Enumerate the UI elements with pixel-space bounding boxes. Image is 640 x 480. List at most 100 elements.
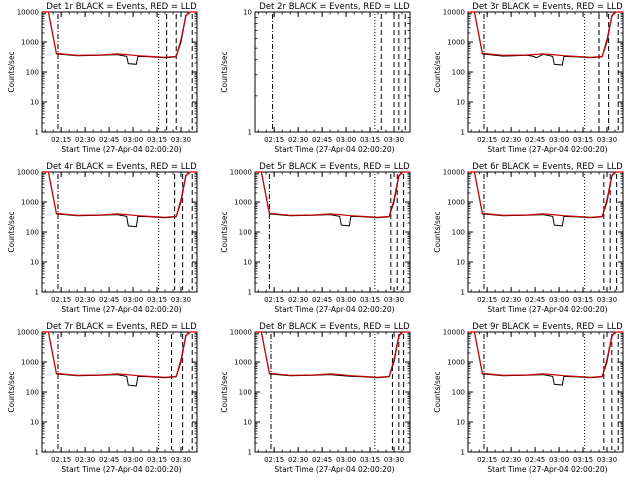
x-tick-label: 03:30: [171, 456, 191, 464]
x-axis-label: Start Time (27-Apr-04 02:00:20): [487, 305, 607, 314]
x-axis-label: Start Time (27-Apr-04 02:00:20): [274, 465, 394, 474]
x-axis-label: Start Time (27-Apr-04 02:00:20): [61, 145, 181, 154]
x-tick-label: 03:15: [573, 456, 593, 464]
y-tick-label: 10: [456, 419, 465, 427]
x-tick-label: 03:00: [123, 136, 143, 144]
y-tick-label: 100: [26, 69, 39, 77]
y-tick-label: 100: [452, 389, 465, 397]
x-tick-label: 03:00: [549, 136, 569, 144]
x-axis-label: Start Time (27-Apr-04 02:00:20): [487, 145, 607, 154]
y-tick-label: 10000: [17, 329, 39, 337]
y-tick-label: 100: [239, 229, 252, 237]
y-tick-label: 1000: [447, 359, 465, 367]
x-tick-label: 02:15: [477, 456, 497, 464]
x-tick-label: 02:15: [477, 136, 497, 144]
panel-det-2: Det 2r BLACK = Events, RED = LLD 1 10 02:15…: [220, 2, 411, 154]
x-tick-label: 03:30: [384, 456, 404, 464]
lld-series-line: [468, 331, 623, 378]
x-tick-label: 03:30: [171, 296, 191, 304]
x-axis-label: Start Time (27-Apr-04 02:00:20): [274, 305, 394, 314]
y-tick-label: 10000: [17, 9, 39, 17]
chart-title: Det 8r BLACK = Events, RED = LLD: [259, 322, 410, 332]
y-axis-label: Counts/sec: [7, 211, 16, 252]
x-tick-label: 02:15: [264, 296, 284, 304]
y-tick-label: 10: [456, 259, 465, 267]
x-tick-label: 02:45: [525, 136, 545, 144]
x-tick-label: 03:30: [384, 136, 404, 144]
y-axis-label: Counts/sec: [220, 211, 229, 252]
x-tick-label: 03:15: [360, 296, 380, 304]
y-axis-label: Counts/sec: [433, 371, 442, 412]
y-axis-label: Counts/sec: [433, 51, 442, 92]
y-tick-label: 10000: [230, 169, 252, 177]
x-axis-label: Start Time (27-Apr-04 02:00:20): [274, 145, 394, 154]
panel-det-9: Det 9r BLACK = Events, RED = LLD 1 10 100 10…: [433, 322, 624, 474]
y-tick-label: 1: [248, 289, 252, 297]
x-tick-label: 02:45: [312, 296, 332, 304]
chart-title: Det 1r BLACK = Events, RED = LLD: [46, 2, 197, 12]
y-tick-label: 1000: [21, 199, 39, 207]
y-tick-label: 10: [243, 419, 252, 427]
x-tick-label: 02:45: [99, 296, 119, 304]
panel-det-3: Det 3r BLACK = Events, RED = LLD 1 10 100 10…: [433, 2, 624, 154]
x-tick-label: 03:00: [123, 296, 143, 304]
y-tick-label: 1: [461, 449, 465, 457]
x-tick-label: 03:00: [336, 136, 356, 144]
chart-title: Det 6r BLACK = Events, RED = LLD: [472, 162, 623, 172]
y-axis-label: Counts/sec: [7, 51, 16, 92]
y-tick-label: 10: [243, 259, 252, 267]
x-tick-label: 02:30: [75, 456, 95, 464]
panel-det-5: Det 5r BLACK = Events, RED = LLD 1 10 100 10…: [220, 162, 411, 314]
y-tick-label: 10000: [443, 329, 465, 337]
y-tick-label: 1000: [234, 199, 252, 207]
lld-series-line: [255, 331, 410, 378]
y-tick-label: 100: [26, 389, 39, 397]
y-axis-label: Counts/sec: [220, 51, 229, 92]
lld-series-line: [42, 331, 197, 378]
x-tick-label: 03:30: [597, 456, 617, 464]
x-tick-label: 03:15: [360, 456, 380, 464]
x-axis-label: Start Time (27-Apr-04 02:00:20): [487, 465, 607, 474]
x-tick-label: 03:15: [147, 456, 167, 464]
chart-title: Det 2r BLACK = Events, RED = LLD: [259, 2, 410, 12]
x-tick-label: 03:00: [549, 296, 569, 304]
x-tick-label: 02:30: [75, 136, 95, 144]
y-tick-label: 100: [239, 389, 252, 397]
y-tick-label: 10000: [230, 329, 252, 337]
y-tick-label: 10000: [443, 9, 465, 17]
x-tick-label: 03:15: [147, 136, 167, 144]
y-tick-label: 1000: [21, 39, 39, 47]
y-tick-label: 10: [456, 99, 465, 107]
x-tick-label: 02:30: [501, 136, 521, 144]
y-tick-label: 10: [243, 9, 252, 17]
x-tick-label: 02:15: [51, 456, 71, 464]
x-tick-label: 02:30: [501, 296, 521, 304]
y-tick-label: 1: [461, 289, 465, 297]
panel-det-4: Det 4r BLACK = Events, RED = LLD 1 10 100 10…: [7, 162, 198, 314]
x-tick-label: 03:15: [573, 296, 593, 304]
lld-series-line: [42, 11, 197, 58]
chart-title: Det 5r BLACK = Events, RED = LLD: [259, 162, 410, 172]
lld-series-line: [42, 171, 197, 218]
x-tick-label: 02:30: [75, 296, 95, 304]
y-tick-label: 1: [35, 129, 39, 137]
y-tick-label: 1000: [21, 359, 39, 367]
x-tick-label: 03:15: [360, 136, 380, 144]
x-tick-label: 03:30: [384, 296, 404, 304]
x-tick-label: 02:30: [288, 296, 308, 304]
x-tick-label: 02:45: [99, 136, 119, 144]
y-tick-label: 10000: [443, 169, 465, 177]
y-tick-label: 1: [35, 289, 39, 297]
y-axis-label: Counts/sec: [433, 211, 442, 252]
y-tick-label: 100: [26, 229, 39, 237]
x-tick-label: 02:30: [288, 136, 308, 144]
x-tick-label: 03:30: [597, 296, 617, 304]
x-tick-label: 03:30: [597, 136, 617, 144]
lld-series-line: [468, 171, 623, 218]
x-tick-label: 02:15: [264, 136, 284, 144]
chart-title: Det 4r BLACK = Events, RED = LLD: [46, 162, 197, 172]
y-tick-label: 10: [30, 419, 39, 427]
x-axis-label: Start Time (27-Apr-04 02:00:20): [61, 305, 181, 314]
y-tick-label: 1: [248, 449, 252, 457]
